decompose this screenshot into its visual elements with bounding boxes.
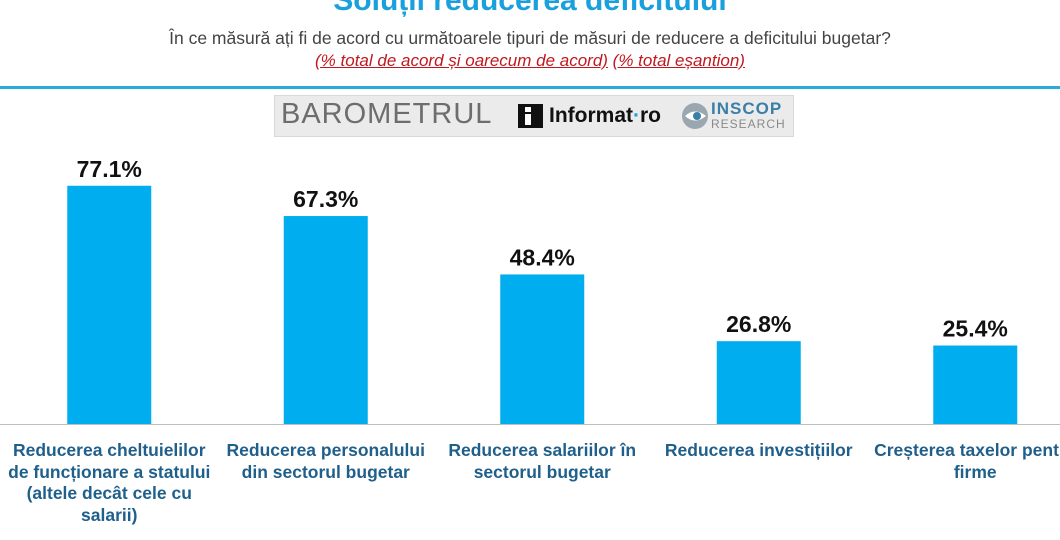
bar-1 [67,185,152,424]
bar-4 [716,341,801,424]
inscop-icon [682,103,708,129]
chart-subtitle: În ce măsură ați fi de acord cu următoar… [169,28,891,48]
bar-2 [283,216,368,424]
note-agreement: (% total de acord și oarecum de acord) [315,51,608,70]
bar-3 [500,274,585,424]
data-label-3: 48.4% [510,244,575,270]
informat-main: Informat [549,104,633,127]
informat-dot: · [633,104,640,127]
informat-logo: Informat·ro [549,104,661,128]
category-label-2: Reducerea personalului din sectorul buge… [226,440,425,482]
data-label-5: 25.4% [943,316,1008,342]
header-divider [0,86,1060,89]
bar-5 [933,345,1018,424]
logo-strip: BAROMETRUL Informat·ro INSCOP RESEARCH [274,95,794,137]
inscop-logo: INSCOP [711,99,783,118]
informat-tld: ro [640,104,661,127]
inscop-research-text: RESEARCH [711,117,786,131]
data-label-4: 26.8% [726,311,791,337]
chart-title: Soluții reducerea deficitului [333,0,727,17]
category-label-3: Reducerea salariilor în sectorul bugetar [448,440,637,482]
informat-icon [518,104,543,128]
category-label-5: Creșterea taxelor pentru firme [874,440,1060,482]
chart-note: (% total de acord și oarecum de acord) (… [0,51,1060,71]
barometrul-logo: BAROMETRUL [281,98,493,130]
category-label-1: Reducerea cheltuielilor de funcționare a… [8,440,211,525]
data-label-1: 77.1% [77,156,142,182]
category-label-4: Reducerea investițiilor [664,440,853,460]
data-label-2: 67.3% [293,186,358,212]
note-sample: (% total eșantion) [612,51,745,70]
